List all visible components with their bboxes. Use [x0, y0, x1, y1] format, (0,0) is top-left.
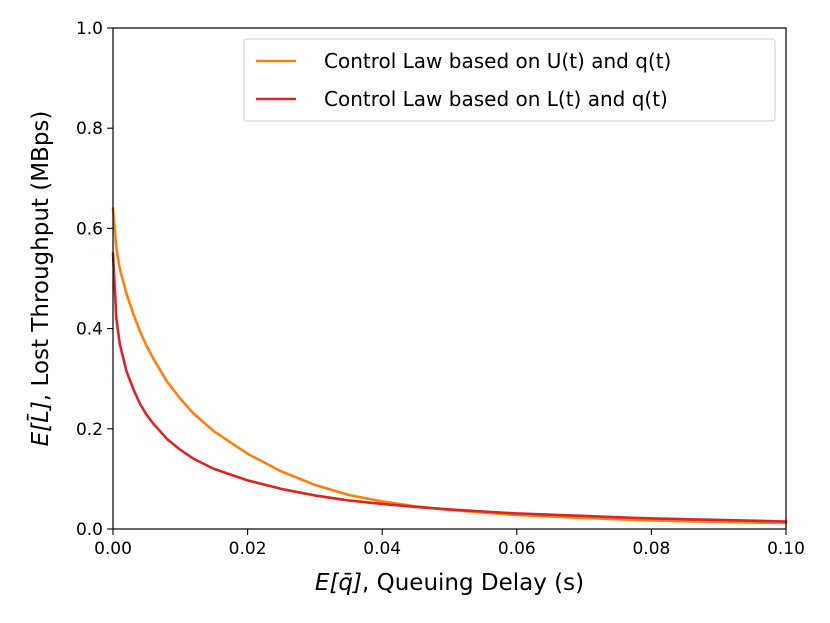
legend-box: [243, 38, 776, 122]
legend-label-1: Control Law based on U(t) and q(t): [324, 49, 671, 73]
x-axis-label: E[q̄], Queuing Delay (s): [315, 570, 584, 596]
x-axis-label-math: E[q̄]: [315, 570, 362, 596]
ticks-layer: 0.00 0.02 0.04 0.06 0.08 0.10 0.0 0.2 0.4 0.6 0.8 1…: [76, 19, 805, 559]
x-tick-label: 0.06: [498, 539, 536, 559]
x-tick-label: 0.00: [94, 539, 132, 559]
x-tick-label: 0.02: [229, 539, 267, 559]
y-axis-label: E[L̄], Lost Throughput (MBps): [26, 111, 54, 447]
y-axis-label-text: , Lost Throughput (MBps): [28, 111, 54, 401]
y-tick-label: 0.8: [76, 119, 103, 139]
series-line-1: [111, 207, 788, 525]
legend-label-2: Control Law based on L(t) and q(t): [324, 87, 668, 111]
series-line-2: [111, 252, 788, 523]
x-tick-label: 0.10: [767, 539, 805, 559]
legend-entries: Control Law based on U(t) and q(t) Contro…: [256, 49, 671, 111]
x-tick-label: 0.04: [363, 539, 401, 559]
x-tick-label: 0.08: [632, 539, 670, 559]
y-axis-label-math: E[L̄]: [26, 401, 54, 446]
y-tick-label: 1.0: [76, 19, 103, 39]
x-axis-label-text: , Queuing Delay (s): [362, 570, 584, 596]
y-tick-label: 0.4: [76, 320, 103, 340]
legend: Control Law based on U(t) and q(t) Contro…: [243, 38, 776, 122]
y-tick-label: 0.2: [76, 420, 103, 440]
y-tick-label: 0.6: [76, 219, 103, 239]
y-tick-label: 0.0: [76, 520, 103, 540]
plot-frame: [112, 27, 787, 530]
series-layer: [111, 207, 788, 525]
